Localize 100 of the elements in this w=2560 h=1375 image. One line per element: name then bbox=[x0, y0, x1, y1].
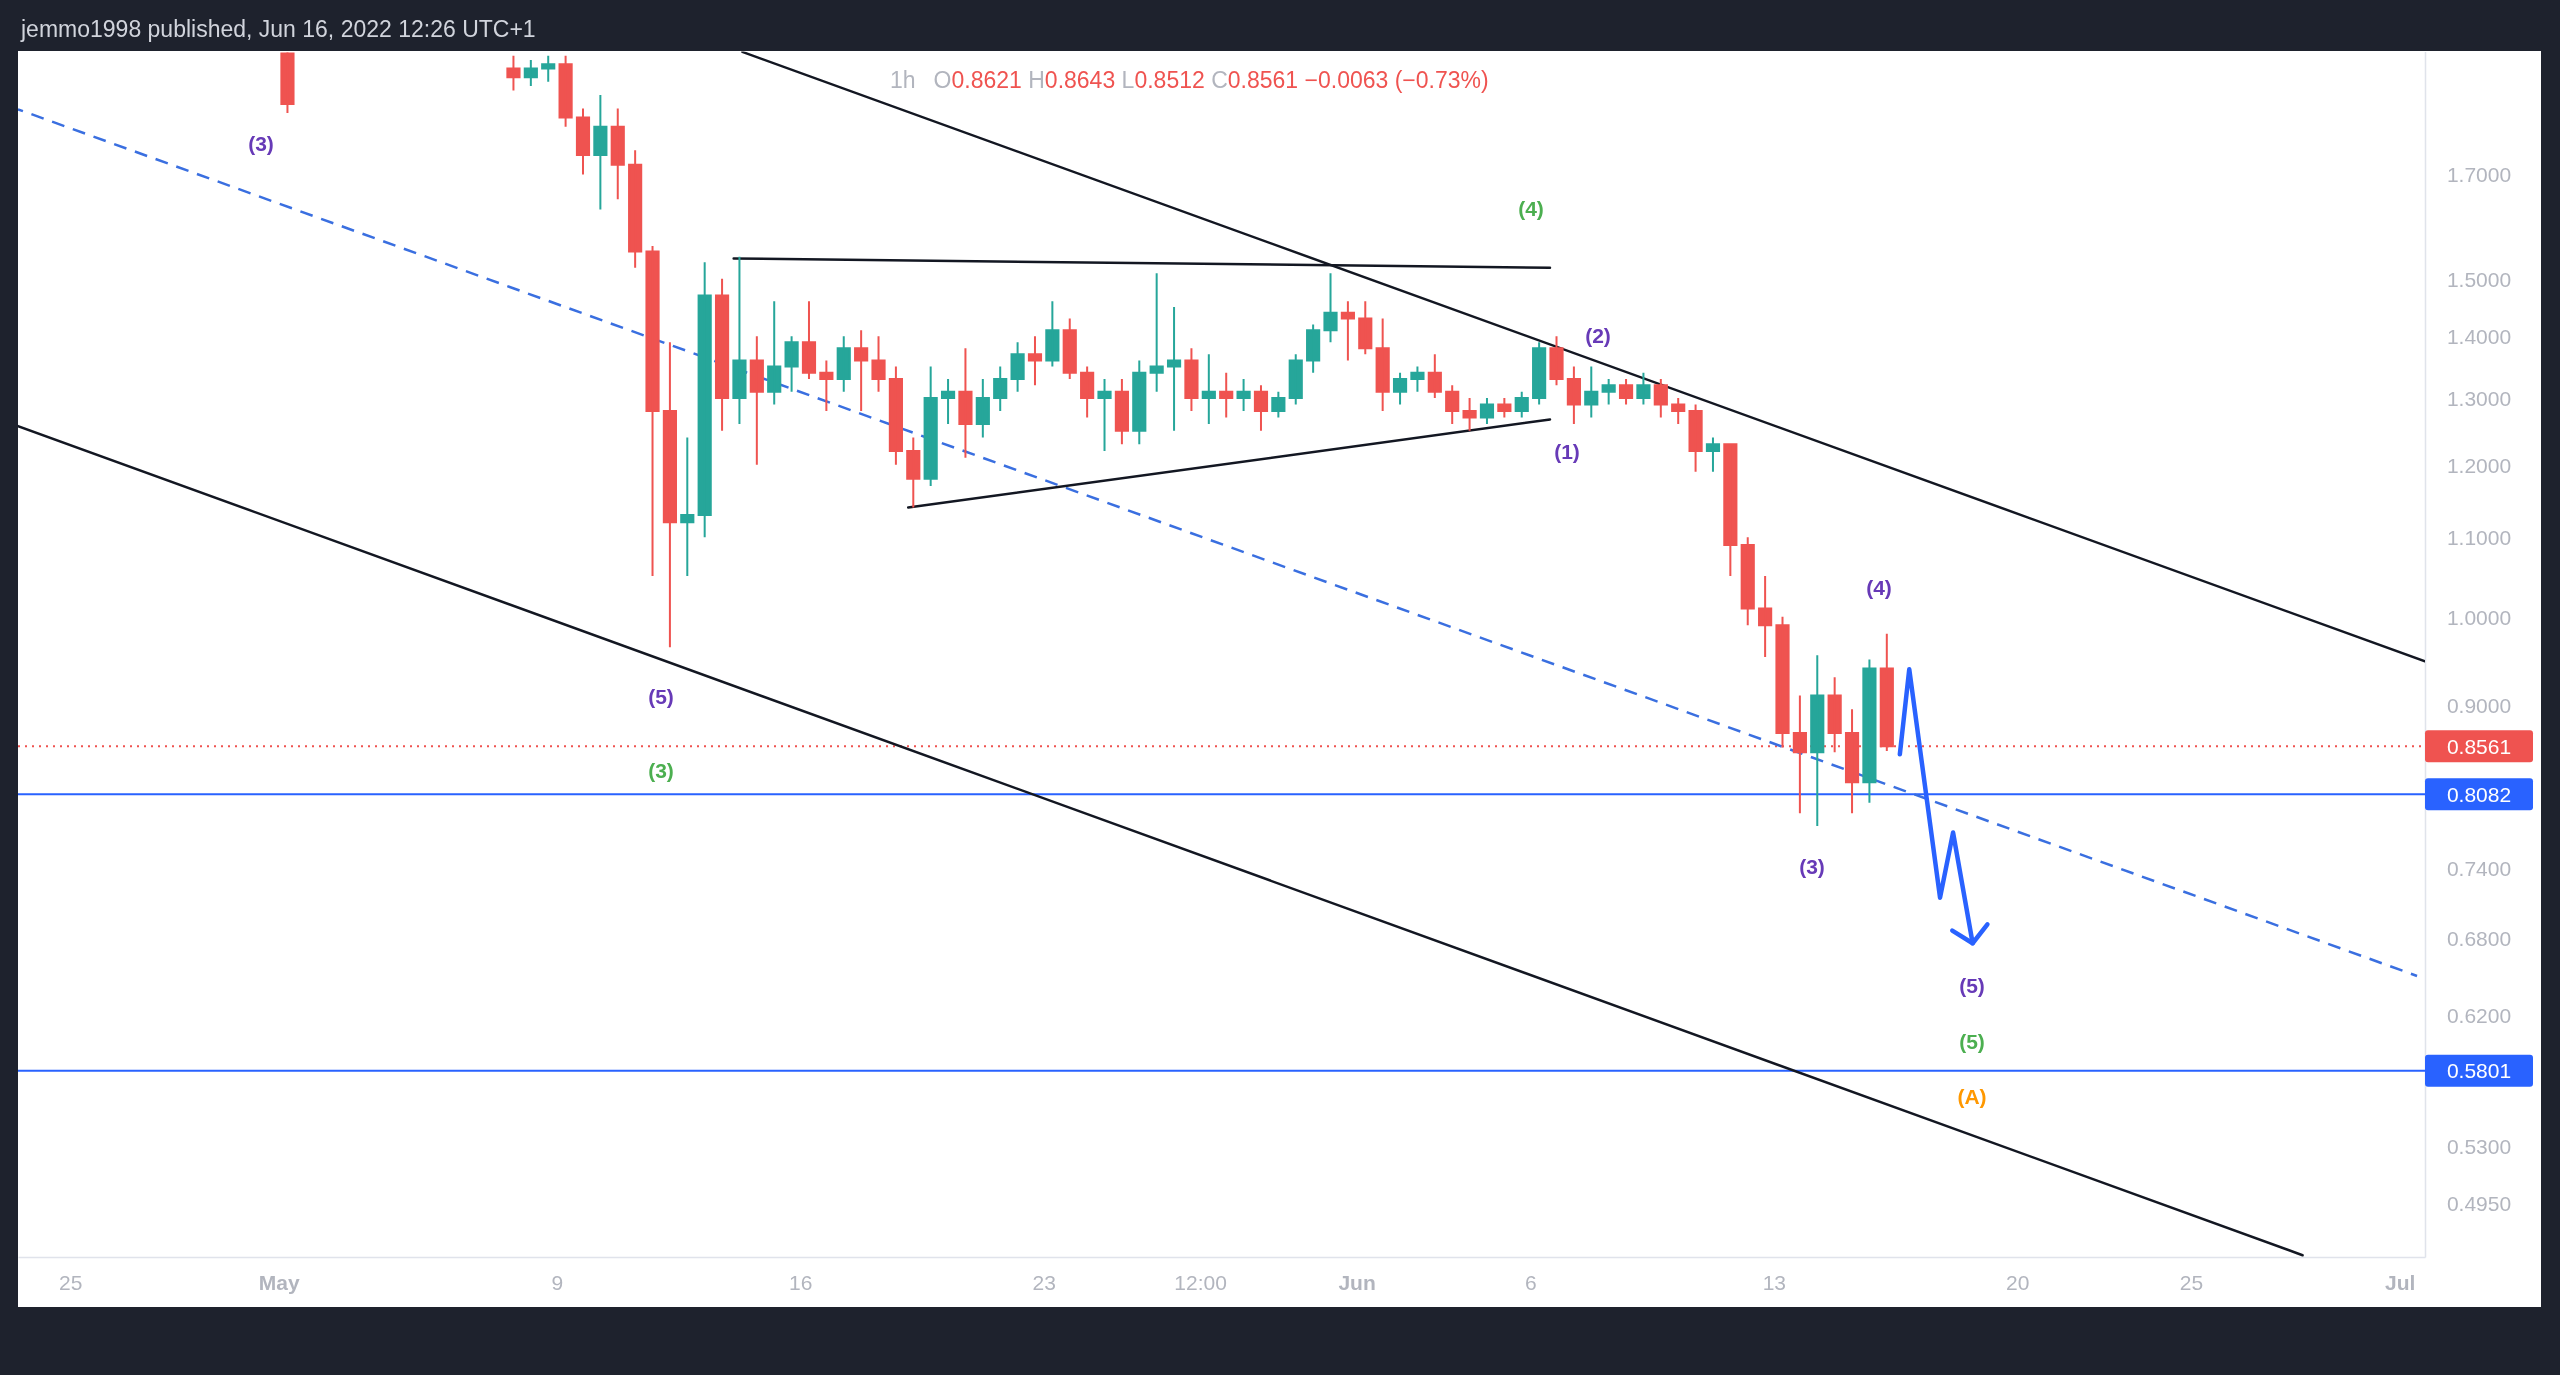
annotation: (3) bbox=[248, 132, 274, 156]
candlestick bbox=[1775, 615, 1790, 749]
candlestick bbox=[958, 347, 973, 459]
annotation: (1) bbox=[1554, 440, 1580, 464]
y-tick-label: 1.5000 bbox=[2446, 267, 2512, 291]
annotation: (5) bbox=[1959, 1030, 1985, 1054]
candlestick bbox=[558, 54, 573, 128]
candlestick bbox=[975, 378, 990, 439]
candlestick bbox=[1323, 272, 1338, 344]
x-tick-label: Jun bbox=[1338, 1270, 1376, 1294]
candlestick bbox=[1532, 341, 1547, 406]
annotation: (4) bbox=[1866, 576, 1892, 600]
candlestick bbox=[1097, 378, 1112, 453]
annotation: (4) bbox=[1518, 197, 1544, 221]
x-tick-label: 20 bbox=[2006, 1270, 2030, 1294]
candlestick bbox=[854, 329, 869, 412]
x-tick-label: 13 bbox=[1762, 1270, 1786, 1294]
candlestick bbox=[1462, 397, 1477, 432]
candlestick bbox=[1497, 397, 1512, 419]
text: jemmo1998 published, Jun 16, 2022 12:26 UTC+1 bbox=[20, 16, 536, 43]
candlestick bbox=[1862, 658, 1877, 804]
y-tick-label: 1.0000 bbox=[2446, 605, 2512, 629]
candlestick bbox=[1375, 317, 1390, 412]
candlestick bbox=[801, 300, 817, 381]
candlestick bbox=[819, 359, 834, 412]
candlestick bbox=[784, 335, 799, 393]
candlestick bbox=[1445, 384, 1460, 426]
candlestick bbox=[1236, 378, 1251, 412]
x-tick-label: Jul bbox=[2384, 1270, 2416, 1294]
ref-line-label: 0.8561 bbox=[2446, 734, 2512, 758]
candlestick bbox=[1010, 341, 1025, 393]
candlestick bbox=[645, 245, 660, 578]
candlestick bbox=[1201, 353, 1216, 426]
candlestick bbox=[1723, 443, 1738, 578]
candlestick bbox=[1618, 378, 1634, 406]
annotation: (3) bbox=[1799, 855, 1825, 879]
candlestick bbox=[732, 255, 747, 426]
candlestick bbox=[662, 341, 677, 649]
candlestick bbox=[506, 54, 521, 92]
candlestick bbox=[1758, 575, 1773, 658]
annotation: (5) bbox=[648, 685, 674, 709]
x-tick-label: 25 bbox=[2179, 1270, 2204, 1294]
candlestick bbox=[1601, 378, 1616, 406]
candlestick bbox=[523, 59, 538, 88]
annotation: (2) bbox=[1585, 324, 1611, 348]
candlestick bbox=[1166, 306, 1182, 432]
candlestick bbox=[1132, 359, 1147, 446]
candlestick bbox=[1184, 347, 1199, 412]
candlestick bbox=[1045, 300, 1060, 368]
candlestick bbox=[1792, 694, 1807, 815]
candlestick bbox=[593, 93, 608, 211]
annotation: (3) bbox=[648, 759, 674, 783]
candlestick bbox=[1427, 353, 1442, 400]
x-tick-label: 12:00 bbox=[1174, 1270, 1227, 1294]
text: 1h bbox=[890, 67, 916, 94]
y-tick-label: 0.4950 bbox=[2446, 1191, 2512, 1215]
x-tick-label: 16 bbox=[789, 1270, 813, 1294]
candlestick bbox=[1671, 397, 1686, 426]
x-tick-label: May bbox=[258, 1270, 301, 1294]
candlestick bbox=[628, 149, 643, 269]
candlestick bbox=[1810, 654, 1825, 828]
candlestick bbox=[1062, 317, 1077, 381]
candlestick bbox=[1219, 371, 1234, 419]
candlestick bbox=[871, 335, 886, 393]
candlestick bbox=[993, 365, 1008, 412]
y-tick-label: 0.6800 bbox=[2446, 927, 2512, 951]
x-tick-label: 23 bbox=[1032, 1270, 1056, 1294]
annotation: (A) bbox=[1957, 1085, 1987, 1109]
candlestick bbox=[888, 365, 903, 466]
y-tick-label: 0.6200 bbox=[2446, 1004, 2512, 1028]
candlestick bbox=[610, 107, 625, 201]
ref-line-label: 0.8082 bbox=[2446, 782, 2512, 806]
candlestick bbox=[1566, 365, 1581, 426]
y-tick-label: 1.2000 bbox=[2446, 453, 2512, 477]
candlestick bbox=[1288, 353, 1303, 406]
candlestick bbox=[749, 335, 764, 466]
candlestick bbox=[697, 261, 712, 539]
text: O0.8621 H0.8643 L0.8512 C0.8561 −0.0063 (−0.73%) bbox=[933, 67, 1489, 94]
ref-line-label: 0.5801 bbox=[2446, 1059, 2512, 1083]
candlestick bbox=[1549, 335, 1564, 387]
y-tick-label: 1.1000 bbox=[2446, 526, 2512, 550]
candlestick bbox=[1271, 390, 1286, 419]
candlestick bbox=[1358, 300, 1373, 356]
candlestick bbox=[1114, 378, 1129, 446]
y-tick-label: 1.3000 bbox=[2446, 386, 2512, 410]
candlestick bbox=[1253, 384, 1269, 432]
candlestick bbox=[1705, 436, 1721, 473]
y-tick-label: 0.5300 bbox=[2446, 1134, 2512, 1158]
candlestick bbox=[1027, 335, 1043, 387]
y-tick-label: 0.7400 bbox=[2446, 856, 2512, 880]
y-tick-label: 1.7000 bbox=[2446, 163, 2512, 187]
candlestick bbox=[1340, 300, 1355, 362]
candlestick bbox=[1149, 272, 1164, 393]
candlestick bbox=[1410, 365, 1425, 393]
annotation: (5) bbox=[1959, 974, 1985, 998]
y-tick-label: 1.4000 bbox=[2446, 325, 2512, 349]
candlestick bbox=[1584, 365, 1599, 419]
candlestick bbox=[575, 107, 591, 176]
candlestick bbox=[1740, 536, 1755, 627]
x-tick-label: 6 bbox=[1525, 1270, 1537, 1294]
